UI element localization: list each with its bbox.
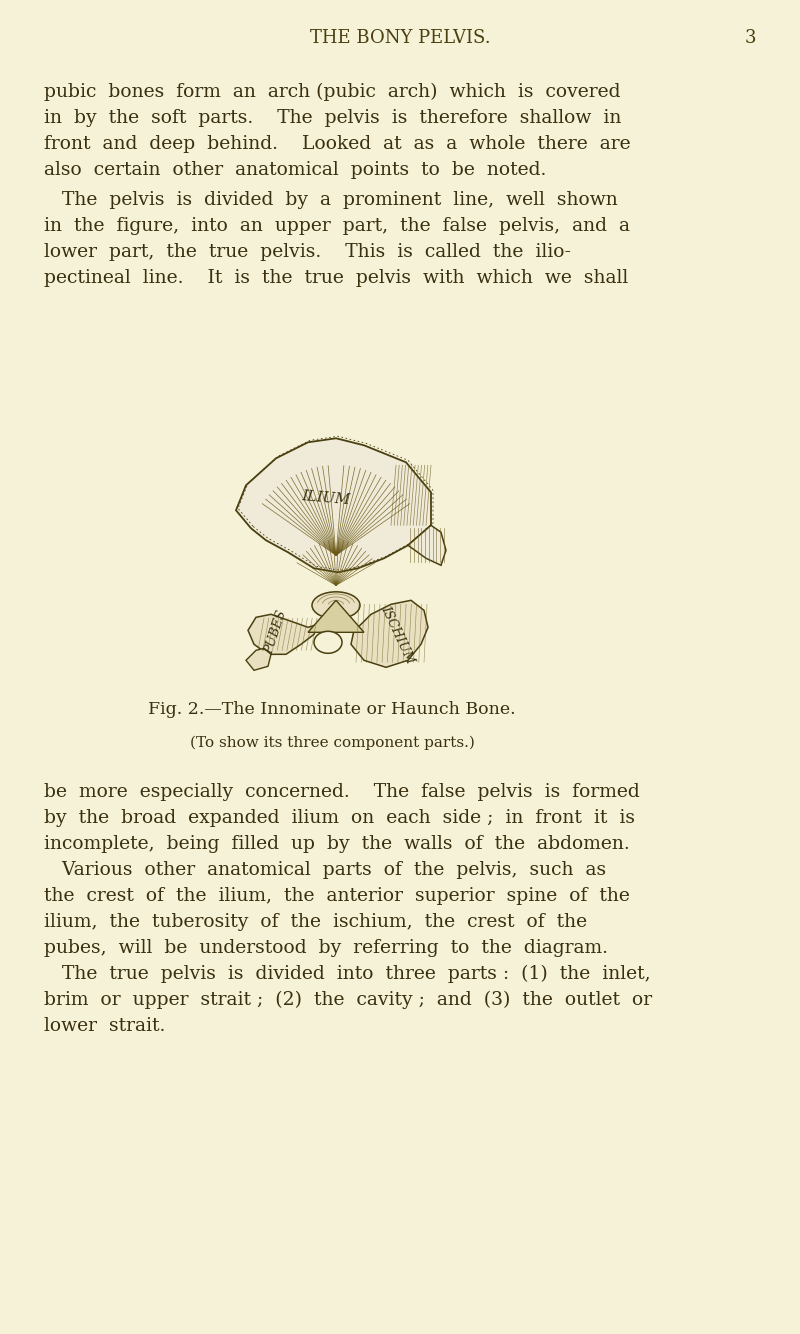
Text: also  certain  other  anatomical  points  to  be  noted.: also certain other anatomical points to … (44, 161, 546, 179)
Text: front  and  deep  behind.    Looked  at  as  a  whole  there  are: front and deep behind. Looked at as a wh… (44, 135, 630, 152)
Text: by  the  broad  expanded  ilium  on  each  side ;  in  front  it  is: by the broad expanded ilium on each side… (44, 808, 635, 827)
Text: (To show its three component parts.): (To show its three component parts.) (190, 736, 474, 751)
Text: in  the  figure,  into  an  upper  part,  the  false  pelvis,  and  a: in the figure, into an upper part, the f… (44, 216, 630, 235)
Text: lower  strait.: lower strait. (44, 1017, 166, 1035)
Text: PUBES: PUBES (262, 608, 290, 656)
Polygon shape (408, 526, 446, 566)
Polygon shape (351, 600, 428, 667)
Text: in  by  the  soft  parts.    The  pelvis  is  therefore  shallow  in: in by the soft parts. The pelvis is ther… (44, 109, 622, 127)
Text: Various  other  anatomical  parts  of  the  pelvis,  such  as: Various other anatomical parts of the pe… (44, 860, 606, 879)
Text: The  true  pelvis  is  divided  into  three  parts :  (1)  the  inlet,: The true pelvis is divided into three pa… (44, 964, 650, 983)
Text: the  crest  of  the  ilium,  the  anterior  superior  spine  of  the: the crest of the ilium, the anterior sup… (44, 887, 630, 904)
Text: pubic  bones  form  an  arch (pubic  arch)  which  is  covered: pubic bones form an arch (pubic arch) wh… (44, 83, 621, 101)
Text: pubes,  will  be  understood  by  referring  to  the  diagram.: pubes, will be understood by referring t… (44, 939, 608, 956)
Text: THE BONY PELVIS.: THE BONY PELVIS. (310, 29, 490, 47)
Text: Fig. 2.—The Innominate or Haunch Bone.: Fig. 2.—The Innominate or Haunch Bone. (148, 700, 516, 718)
Ellipse shape (314, 631, 342, 654)
Polygon shape (246, 648, 271, 670)
Text: brim  or  upper  strait ;  (2)  the  cavity ;  and  (3)  the  outlet  or: brim or upper strait ; (2) the cavity ; … (44, 991, 652, 1010)
Text: ISCHIUM: ISCHIUM (379, 603, 417, 666)
Text: be  more  especially  concerned.    The  false  pelvis  is  formed: be more especially concerned. The false … (44, 783, 640, 800)
Polygon shape (248, 615, 318, 654)
Text: incomplete,  being  filled  up  by  the  walls  of  the  abdomen.: incomplete, being filled up by the walls… (44, 835, 630, 852)
Polygon shape (236, 439, 431, 572)
Text: pectineal  line.    It  is  the  true  pelvis  with  which  we  shall: pectineal line. It is the true pelvis wi… (44, 268, 628, 287)
Polygon shape (308, 600, 364, 632)
Text: ilium,  the  tuberosity  of  the  ischium,  the  crest  of  the: ilium, the tuberosity of the ischium, th… (44, 912, 587, 931)
Text: ILIUM: ILIUM (301, 490, 351, 507)
Ellipse shape (312, 592, 360, 619)
Text: The  pelvis  is  divided  by  a  prominent  line,  well  shown: The pelvis is divided by a prominent lin… (44, 191, 618, 208)
Text: 3: 3 (745, 29, 756, 47)
Text: lower  part,  the  true  pelvis.    This  is  called  the  ilio-: lower part, the true pelvis. This is cal… (44, 243, 571, 260)
